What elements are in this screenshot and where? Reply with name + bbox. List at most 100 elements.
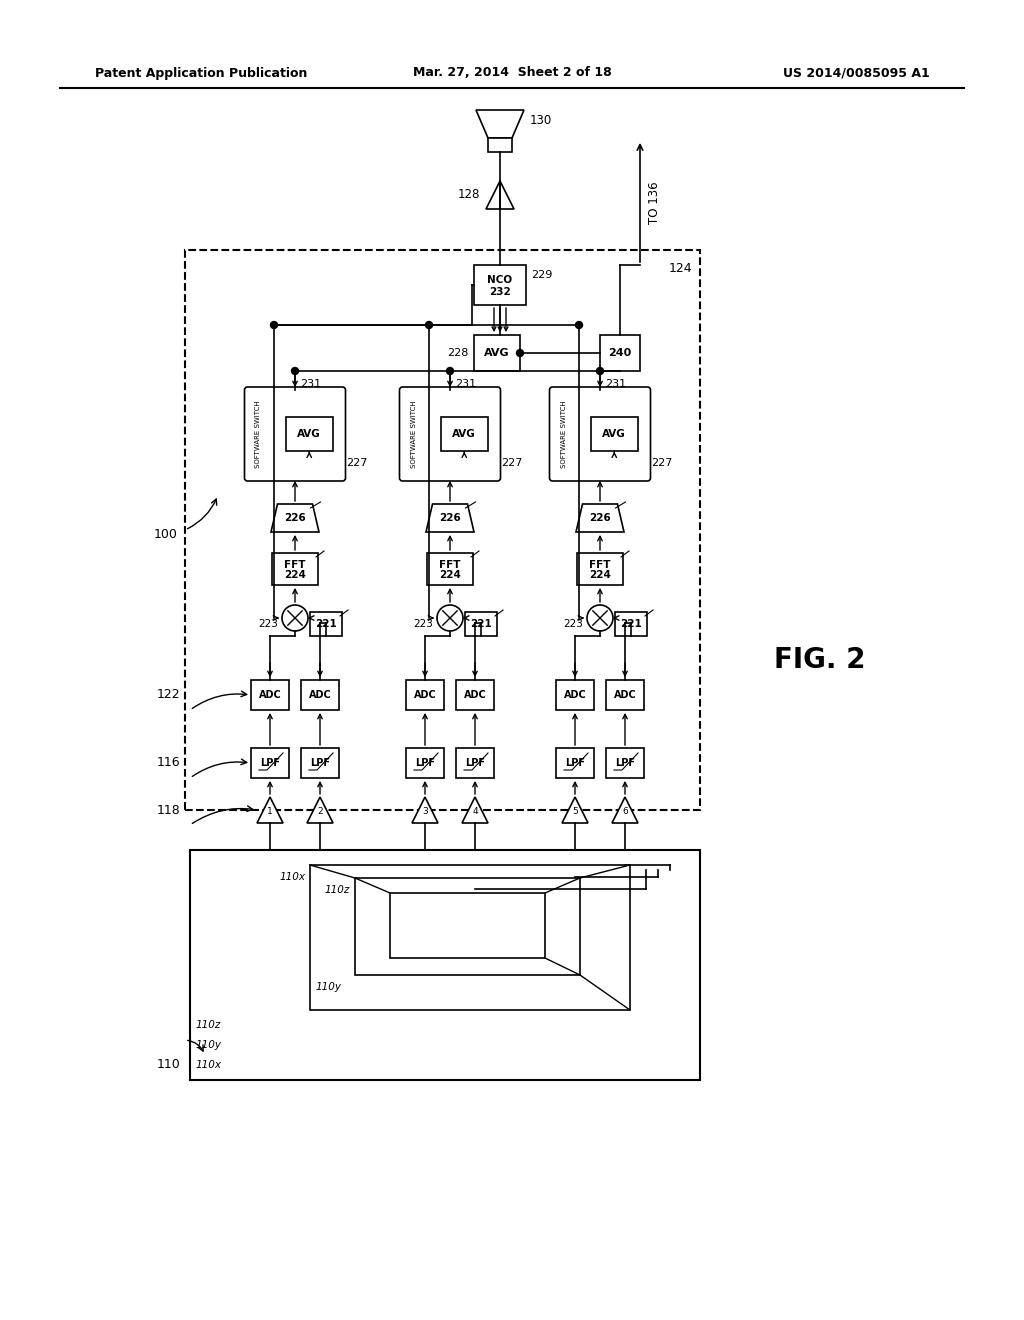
Text: ADC: ADC xyxy=(613,690,636,700)
Text: 124: 124 xyxy=(669,261,692,275)
Text: 224: 224 xyxy=(284,570,306,579)
Circle shape xyxy=(575,322,583,329)
Polygon shape xyxy=(562,797,588,822)
Text: ADC: ADC xyxy=(259,690,282,700)
Text: 128: 128 xyxy=(458,189,480,202)
Circle shape xyxy=(446,367,454,375)
Text: 118: 118 xyxy=(157,804,180,817)
Circle shape xyxy=(282,605,308,631)
Bar xyxy=(251,748,289,777)
Text: 240: 240 xyxy=(608,348,632,358)
Text: LPF: LPF xyxy=(260,758,280,768)
Text: 226: 226 xyxy=(589,513,611,523)
Polygon shape xyxy=(307,797,333,822)
Bar xyxy=(310,865,630,1010)
Text: 5: 5 xyxy=(572,807,578,816)
Polygon shape xyxy=(476,110,524,139)
Text: 223: 223 xyxy=(258,619,278,630)
Bar xyxy=(251,680,289,710)
Text: FFT: FFT xyxy=(589,560,610,570)
Bar xyxy=(456,680,494,710)
Bar xyxy=(272,553,318,585)
Text: 227: 227 xyxy=(651,458,673,469)
Circle shape xyxy=(437,605,463,631)
Bar xyxy=(310,612,342,636)
Text: 3: 3 xyxy=(422,807,428,816)
Bar xyxy=(591,417,638,450)
Text: 110y: 110y xyxy=(195,1040,221,1049)
Text: 231: 231 xyxy=(605,379,626,389)
Polygon shape xyxy=(612,797,638,822)
Text: LPF: LPF xyxy=(615,758,635,768)
Text: 110x: 110x xyxy=(195,1060,221,1071)
Text: 223: 223 xyxy=(413,619,433,630)
Bar xyxy=(355,878,580,975)
Text: 110: 110 xyxy=(157,1059,180,1072)
Text: 100: 100 xyxy=(155,528,178,541)
Text: FFT: FFT xyxy=(439,560,461,570)
Text: 110z: 110z xyxy=(325,884,350,895)
Text: 221: 221 xyxy=(470,619,492,630)
Circle shape xyxy=(426,322,432,329)
FancyBboxPatch shape xyxy=(245,387,345,480)
Text: ADC: ADC xyxy=(563,690,587,700)
Bar xyxy=(427,553,473,585)
Text: AVG: AVG xyxy=(602,429,626,440)
Bar xyxy=(465,612,497,636)
Bar xyxy=(390,894,545,958)
Text: 2: 2 xyxy=(317,807,323,816)
Bar xyxy=(190,850,700,1080)
Bar xyxy=(474,265,526,305)
Text: FIG. 2: FIG. 2 xyxy=(774,645,865,675)
Text: LPF: LPF xyxy=(465,758,485,768)
Text: AVG: AVG xyxy=(484,348,510,358)
Text: 227: 227 xyxy=(346,458,368,469)
Text: 1: 1 xyxy=(267,807,272,816)
Bar xyxy=(488,139,512,152)
Bar xyxy=(286,417,333,450)
Text: SOFTWARE SWITCH: SOFTWARE SWITCH xyxy=(411,400,417,467)
Text: 110x: 110x xyxy=(279,873,305,882)
Polygon shape xyxy=(426,504,474,532)
Text: AVG: AVG xyxy=(453,429,476,440)
Text: 110y: 110y xyxy=(315,982,341,993)
Polygon shape xyxy=(486,181,514,209)
Text: LPF: LPF xyxy=(415,758,435,768)
Text: 224: 224 xyxy=(589,570,611,579)
Text: SOFTWARE SWITCH: SOFTWARE SWITCH xyxy=(256,400,261,467)
Text: 224: 224 xyxy=(439,570,461,579)
Text: 122: 122 xyxy=(157,689,180,701)
Text: 110z: 110z xyxy=(195,1020,220,1030)
Text: 227: 227 xyxy=(502,458,523,469)
Text: Patent Application Publication: Patent Application Publication xyxy=(95,66,307,79)
Text: 223: 223 xyxy=(563,619,583,630)
Bar xyxy=(406,680,444,710)
Text: 231: 231 xyxy=(300,379,322,389)
Text: AVG: AVG xyxy=(297,429,322,440)
FancyBboxPatch shape xyxy=(550,387,650,480)
Polygon shape xyxy=(412,797,438,822)
Text: LPF: LPF xyxy=(310,758,330,768)
Text: 226: 226 xyxy=(284,513,306,523)
Bar xyxy=(406,748,444,777)
Text: 228: 228 xyxy=(447,348,469,358)
Bar xyxy=(577,553,623,585)
Bar xyxy=(456,748,494,777)
Circle shape xyxy=(270,322,278,329)
Text: 6: 6 xyxy=(623,807,628,816)
Bar xyxy=(301,680,339,710)
Bar xyxy=(185,249,700,810)
Bar xyxy=(440,417,488,450)
Text: US 2014/0085095 A1: US 2014/0085095 A1 xyxy=(783,66,930,79)
FancyBboxPatch shape xyxy=(399,387,501,480)
Polygon shape xyxy=(271,504,319,532)
Circle shape xyxy=(516,350,523,356)
Circle shape xyxy=(597,367,603,375)
Bar xyxy=(600,335,640,371)
Text: 110z: 110z xyxy=(550,939,575,948)
Text: SOFTWARE SWITCH: SOFTWARE SWITCH xyxy=(560,400,566,467)
Text: 221: 221 xyxy=(621,619,642,630)
Text: Mar. 27, 2014  Sheet 2 of 18: Mar. 27, 2014 Sheet 2 of 18 xyxy=(413,66,611,79)
Text: ADC: ADC xyxy=(464,690,486,700)
Bar xyxy=(301,748,339,777)
